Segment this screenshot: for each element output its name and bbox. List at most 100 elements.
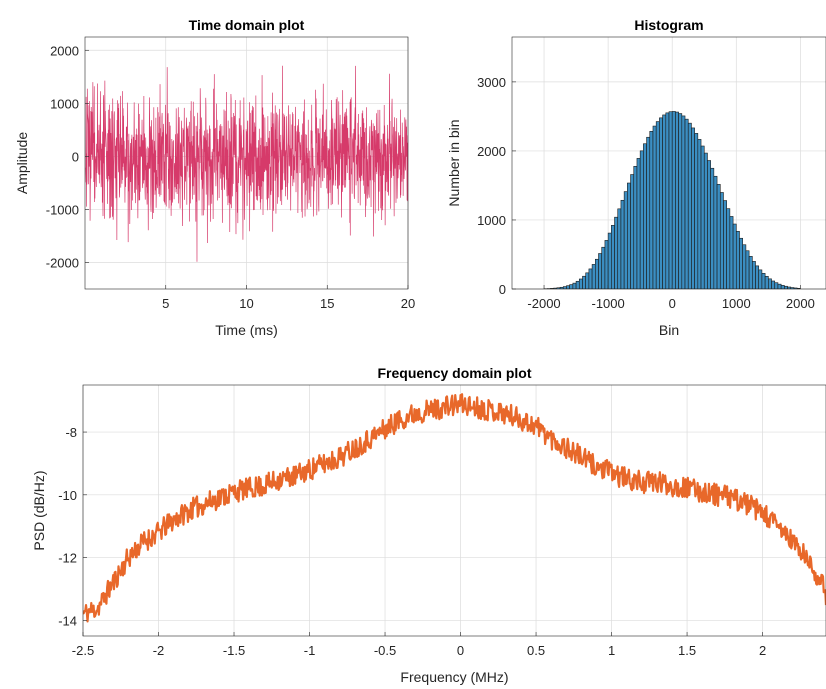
freq-ytick-label-1: -12 [58, 551, 77, 566]
hist-bar-57 [726, 208, 731, 289]
hist-bar-18 [601, 246, 606, 289]
time-xtick-label-3: 20 [401, 296, 415, 311]
hist-bar-45 [687, 122, 692, 289]
hist-ylabel: Number in bin [446, 119, 462, 206]
hist-bar-74 [780, 285, 785, 289]
hist-ytick-label-0: 0 [499, 282, 506, 297]
hist-bar-31 [643, 143, 647, 289]
hist-bar-34 [652, 125, 657, 289]
hist-bar-9 [572, 282, 577, 289]
freq-xtick-label-2: -1.5 [223, 643, 245, 658]
hist-bar-55 [719, 192, 724, 289]
psd-trace [83, 393, 826, 623]
time-ytick-label-0: -2000 [46, 255, 79, 270]
freq-ytick-label-3: -8 [65, 425, 77, 440]
hist-bar-24 [620, 199, 625, 289]
time-ytick-label-4: 2000 [50, 43, 79, 58]
hist-xtick-label-2: 0 [669, 296, 676, 311]
hist-bar-73 [777, 283, 782, 289]
hist-bar-16 [595, 258, 599, 289]
freq-ticks: -2.5 -2 -1.5 -1 -0.5 0 0.5 1 1.5 2 -14 -12 -10 -8 [58, 425, 766, 658]
time-ylabel: Amplitude [14, 132, 30, 194]
hist-bar-12 [582, 275, 586, 289]
freq-ylabel: PSD (dB/Hz) [31, 470, 47, 550]
hist-bar-76 [787, 286, 792, 289]
freq-xtick-label-8: 1.5 [678, 643, 696, 658]
freq-ytick-label-2: -10 [58, 488, 77, 503]
hist-bar-21 [611, 225, 615, 289]
histogram-chart: -2000 -1000 0 1000 2000 0 1000 2000 3000 Histogr… [446, 17, 826, 338]
freq-ytick-label-0: -14 [58, 613, 77, 628]
hist-bar-7 [566, 285, 570, 289]
hist-bar-27 [630, 174, 635, 289]
time-xlabel: Time (ms) [215, 322, 277, 338]
hist-bar-11 [578, 278, 583, 289]
time-ytick-label-3: 1000 [50, 96, 79, 111]
hist-bar-53 [713, 175, 718, 289]
freq-xtick-label-6: 0.5 [527, 643, 545, 658]
freq-xlabel: Frequency (MHz) [400, 669, 508, 685]
hist-ytick-label-3: 3000 [477, 75, 506, 90]
hist-bar-43 [681, 115, 686, 289]
hist-xlabel: Bin [659, 322, 679, 338]
hist-bar-67 [758, 269, 763, 289]
hist-bar-47 [694, 133, 699, 289]
hist-bar-46 [691, 127, 695, 289]
hist-bar-26 [627, 182, 631, 289]
hist-bar-29 [636, 158, 641, 289]
freq-series-line [83, 393, 826, 623]
time-ytick-label-1: -1000 [46, 202, 79, 217]
hist-bars [543, 111, 801, 289]
freq-axes-box [82, 384, 826, 637]
hist-bar-20 [607, 232, 612, 289]
hist-bar-22 [614, 216, 619, 289]
frequency-domain-chart: -2.5 -2 -1.5 -1 -0.5 0 0.5 1 1.5 2 -14 -12 -10 -8 Fre… [31, 365, 826, 685]
hist-bar-15 [591, 264, 596, 289]
hist-bar-25 [623, 191, 628, 289]
hist-bar-66 [755, 265, 760, 289]
hist-bar-44 [684, 118, 689, 289]
hist-bar-38 [665, 112, 670, 289]
hist-bar-23 [617, 208, 622, 289]
time-ticks: 5 10 15 20 -2000 -1000 0 1000 2000 [46, 43, 415, 311]
hist-bar-60 [735, 231, 740, 289]
hist-bar-63 [745, 250, 750, 289]
hist-bar-49 [700, 145, 705, 289]
hist-bar-71 [771, 280, 776, 289]
hist-bar-65 [752, 261, 756, 289]
hist-bar-10 [575, 280, 580, 289]
freq-xtick-label-7: 1 [608, 643, 615, 658]
hist-bar-42 [678, 113, 683, 289]
time-title: Time domain plot [189, 17, 305, 33]
time-ytick-label-2: 0 [72, 149, 79, 164]
hist-bar-8 [569, 284, 574, 289]
hist-bar-72 [774, 282, 779, 289]
hist-bar-75 [784, 285, 788, 289]
hist-bar-13 [585, 272, 590, 289]
hist-bar-64 [748, 256, 753, 289]
hist-bar-17 [598, 253, 603, 289]
hist-bar-40 [671, 111, 676, 289]
freq-xtick-label-4: -0.5 [374, 643, 396, 658]
freq-xtick-label-0: -2.5 [72, 643, 94, 658]
hist-bar-62 [742, 244, 747, 289]
hist-bar-14 [588, 268, 593, 289]
time-xtick-label-0: 5 [162, 296, 169, 311]
hist-bar-56 [723, 200, 727, 289]
hist-bar-28 [633, 166, 638, 289]
freq-xtick-label-9: 2 [759, 643, 766, 658]
time-xtick-label-2: 15 [320, 296, 334, 311]
hist-bar-52 [710, 167, 715, 289]
hist-axes-box [511, 36, 826, 290]
hist-xtick-label-1: -1000 [591, 296, 624, 311]
hist-title: Histogram [634, 17, 703, 33]
hist-bar-37 [662, 114, 667, 289]
hist-bar-32 [646, 136, 651, 289]
hist-bar-68 [761, 273, 766, 289]
hist-ticks: -2000 -1000 0 1000 2000 0 1000 2000 3000 [477, 75, 815, 311]
hist-bar-50 [703, 152, 708, 289]
hist-xtick-label-0: -2000 [527, 296, 560, 311]
time-series-line [85, 65, 408, 262]
